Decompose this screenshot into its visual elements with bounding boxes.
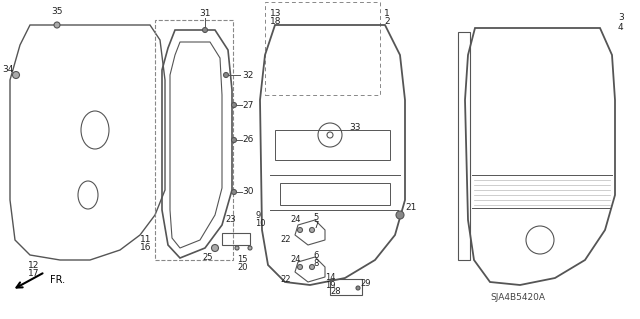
Text: 25: 25 [202, 253, 212, 262]
Circle shape [298, 227, 303, 233]
Circle shape [235, 246, 239, 250]
Text: 11: 11 [140, 235, 152, 244]
Circle shape [310, 227, 314, 233]
Text: 22: 22 [280, 276, 291, 285]
Text: 35: 35 [51, 8, 63, 17]
Text: 9: 9 [255, 211, 260, 220]
Text: 20: 20 [237, 263, 248, 272]
Bar [330, 279, 362, 295]
Text: FR.: FR. [50, 275, 65, 285]
Circle shape [202, 27, 207, 33]
Circle shape [232, 137, 237, 143]
Text: 27: 27 [242, 100, 253, 109]
Text: 23: 23 [225, 216, 236, 225]
Text: 21: 21 [405, 204, 417, 212]
Text: 18: 18 [270, 18, 282, 26]
Bar [155, 20, 233, 260]
Circle shape [223, 72, 228, 78]
Text: 17: 17 [28, 269, 40, 278]
Text: 4: 4 [618, 23, 623, 32]
Text: 3: 3 [618, 13, 624, 23]
Circle shape [211, 244, 218, 251]
Circle shape [54, 22, 60, 28]
Bar [458, 32, 470, 260]
Text: 26: 26 [242, 136, 253, 145]
Text: 14: 14 [325, 273, 335, 283]
Circle shape [248, 246, 252, 250]
Bar [275, 130, 390, 160]
Text: 1: 1 [384, 10, 390, 19]
Text: 2: 2 [384, 18, 390, 26]
Circle shape [232, 189, 237, 195]
Circle shape [396, 211, 404, 219]
Text: 6: 6 [313, 251, 318, 261]
Text: SJA4B5420A: SJA4B5420A [490, 293, 545, 302]
Text: 10: 10 [255, 219, 266, 228]
Text: 32: 32 [242, 70, 253, 79]
Circle shape [310, 264, 314, 270]
Text: 13: 13 [270, 10, 282, 19]
Circle shape [298, 264, 303, 270]
Circle shape [356, 286, 360, 290]
Text: 30: 30 [242, 188, 253, 197]
Text: 33: 33 [349, 123, 361, 132]
Text: 31: 31 [199, 10, 211, 19]
Circle shape [13, 71, 19, 78]
Text: 29: 29 [360, 278, 371, 287]
Text: 19: 19 [325, 281, 335, 291]
Bar [265, 2, 380, 95]
Bar [222, 233, 250, 245]
Bar [280, 183, 390, 205]
Text: 15: 15 [237, 256, 248, 264]
Text: 7: 7 [313, 221, 318, 231]
Circle shape [232, 102, 237, 108]
Text: 24: 24 [290, 216, 301, 225]
Text: 5: 5 [313, 213, 318, 222]
Text: 12: 12 [28, 261, 40, 270]
Text: 8: 8 [313, 259, 318, 269]
Text: 28: 28 [330, 286, 340, 295]
Text: 16: 16 [140, 243, 152, 253]
Text: 24: 24 [290, 256, 301, 264]
Text: 22: 22 [280, 235, 291, 244]
Text: 34: 34 [3, 65, 13, 75]
